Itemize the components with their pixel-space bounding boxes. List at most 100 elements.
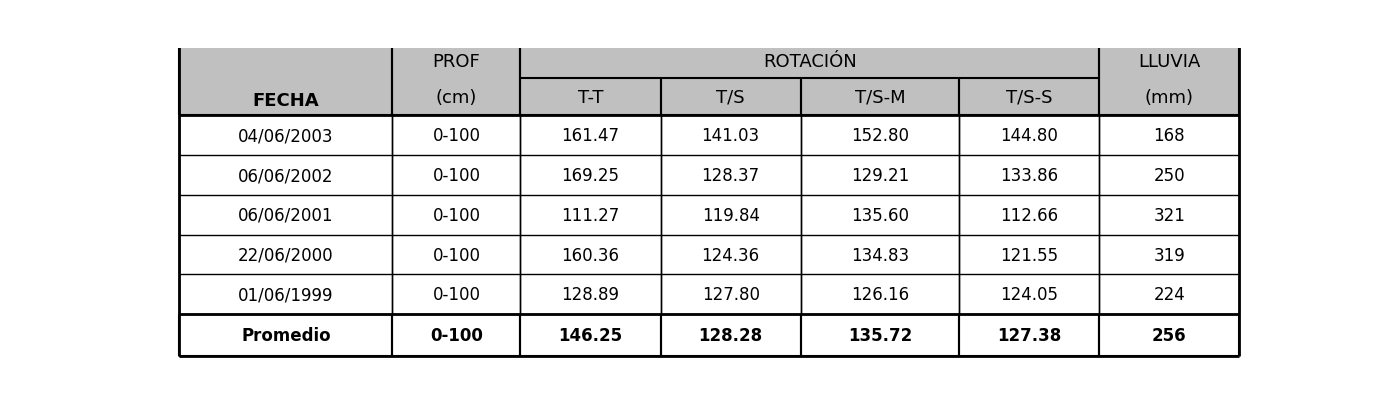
Text: 128.28: 128.28 xyxy=(699,326,763,344)
Text: 250: 250 xyxy=(1153,166,1185,185)
Bar xyxy=(801,235,959,275)
Bar xyxy=(959,156,1099,196)
Bar xyxy=(1099,44,1240,79)
Text: 0-100: 0-100 xyxy=(432,286,480,303)
Text: 161.47: 161.47 xyxy=(562,127,620,145)
Text: 144.80: 144.80 xyxy=(1001,127,1059,145)
Bar xyxy=(520,156,660,196)
Bar xyxy=(660,235,801,275)
Text: 126.16: 126.16 xyxy=(851,286,909,303)
Text: 111.27: 111.27 xyxy=(562,206,620,224)
Bar xyxy=(179,275,393,314)
Bar xyxy=(801,79,959,116)
Text: 135.60: 135.60 xyxy=(851,206,909,224)
Text: 124.36: 124.36 xyxy=(702,246,760,264)
Text: 224: 224 xyxy=(1153,286,1185,303)
Text: LLUVIA: LLUVIA xyxy=(1138,52,1200,70)
Bar xyxy=(1099,314,1240,356)
Text: T/S-M: T/S-M xyxy=(854,88,905,107)
Bar xyxy=(959,196,1099,235)
Text: 121.55: 121.55 xyxy=(1001,246,1059,264)
Text: 133.86: 133.86 xyxy=(1001,166,1059,185)
Text: 22/06/2000: 22/06/2000 xyxy=(238,246,334,264)
Text: 134.83: 134.83 xyxy=(851,246,909,264)
Text: (cm): (cm) xyxy=(436,88,477,107)
Bar xyxy=(179,235,393,275)
Bar xyxy=(393,196,520,235)
Text: 112.66: 112.66 xyxy=(1001,206,1059,224)
Bar xyxy=(959,116,1099,156)
Text: 0-100: 0-100 xyxy=(432,206,480,224)
Text: 06/06/2002: 06/06/2002 xyxy=(238,166,334,185)
Bar xyxy=(179,314,393,356)
Bar xyxy=(959,275,1099,314)
Text: 169.25: 169.25 xyxy=(562,166,620,185)
Bar xyxy=(801,314,959,356)
Text: 160.36: 160.36 xyxy=(562,246,620,264)
Text: 135.72: 135.72 xyxy=(848,326,912,344)
Bar xyxy=(801,116,959,156)
Bar xyxy=(1099,196,1240,235)
Text: 128.37: 128.37 xyxy=(702,166,760,185)
Bar xyxy=(393,314,520,356)
Text: 127.80: 127.80 xyxy=(702,286,760,303)
Bar xyxy=(660,156,801,196)
Text: 0-100: 0-100 xyxy=(430,326,483,344)
Bar xyxy=(801,275,959,314)
Bar xyxy=(660,116,801,156)
Text: 256: 256 xyxy=(1151,326,1186,344)
Bar xyxy=(179,116,393,156)
Text: 01/06/1999: 01/06/1999 xyxy=(238,286,334,303)
Text: 319: 319 xyxy=(1153,246,1185,264)
Bar xyxy=(660,79,801,116)
Text: T-T: T-T xyxy=(577,88,603,107)
Text: 146.25: 146.25 xyxy=(558,326,623,344)
Bar xyxy=(801,196,959,235)
Bar xyxy=(393,235,520,275)
Bar xyxy=(393,156,520,196)
Bar xyxy=(959,235,1099,275)
Text: FECHA: FECHA xyxy=(252,92,320,109)
Text: 128.89: 128.89 xyxy=(562,286,620,303)
Text: 06/06/2001: 06/06/2001 xyxy=(238,206,334,224)
Bar xyxy=(1099,235,1240,275)
Text: 0-100: 0-100 xyxy=(432,246,480,264)
Bar xyxy=(660,314,801,356)
Bar xyxy=(393,116,520,156)
Text: 152.80: 152.80 xyxy=(851,127,909,145)
Bar xyxy=(179,156,393,196)
Bar xyxy=(959,314,1099,356)
Bar xyxy=(520,235,660,275)
Text: 321: 321 xyxy=(1153,206,1185,224)
Bar xyxy=(1099,156,1240,196)
Text: 0-100: 0-100 xyxy=(432,166,480,185)
Bar xyxy=(179,196,393,235)
Bar xyxy=(393,44,520,79)
Bar xyxy=(959,79,1099,116)
Text: 0-100: 0-100 xyxy=(432,127,480,145)
Text: 168: 168 xyxy=(1153,127,1185,145)
Bar xyxy=(520,44,1099,79)
Text: PROF: PROF xyxy=(433,52,480,70)
Bar xyxy=(520,116,660,156)
Text: 129.21: 129.21 xyxy=(851,166,909,185)
Text: 141.03: 141.03 xyxy=(702,127,760,145)
Text: 127.38: 127.38 xyxy=(996,326,1062,344)
Bar xyxy=(393,275,520,314)
Text: 124.05: 124.05 xyxy=(1001,286,1059,303)
Bar xyxy=(520,275,660,314)
Bar xyxy=(1099,79,1240,116)
Text: T/S: T/S xyxy=(717,88,745,107)
Bar xyxy=(393,79,520,116)
Bar xyxy=(1099,275,1240,314)
Bar xyxy=(520,196,660,235)
Bar xyxy=(660,196,801,235)
Text: T/S-S: T/S-S xyxy=(1006,88,1052,107)
Bar xyxy=(520,314,660,356)
Bar xyxy=(520,79,660,116)
Text: ROTACIÓN: ROTACIÓN xyxy=(763,52,857,70)
Text: (mm): (mm) xyxy=(1145,88,1194,107)
Bar xyxy=(660,275,801,314)
Text: Promedio: Promedio xyxy=(241,326,331,344)
Bar xyxy=(179,44,393,116)
